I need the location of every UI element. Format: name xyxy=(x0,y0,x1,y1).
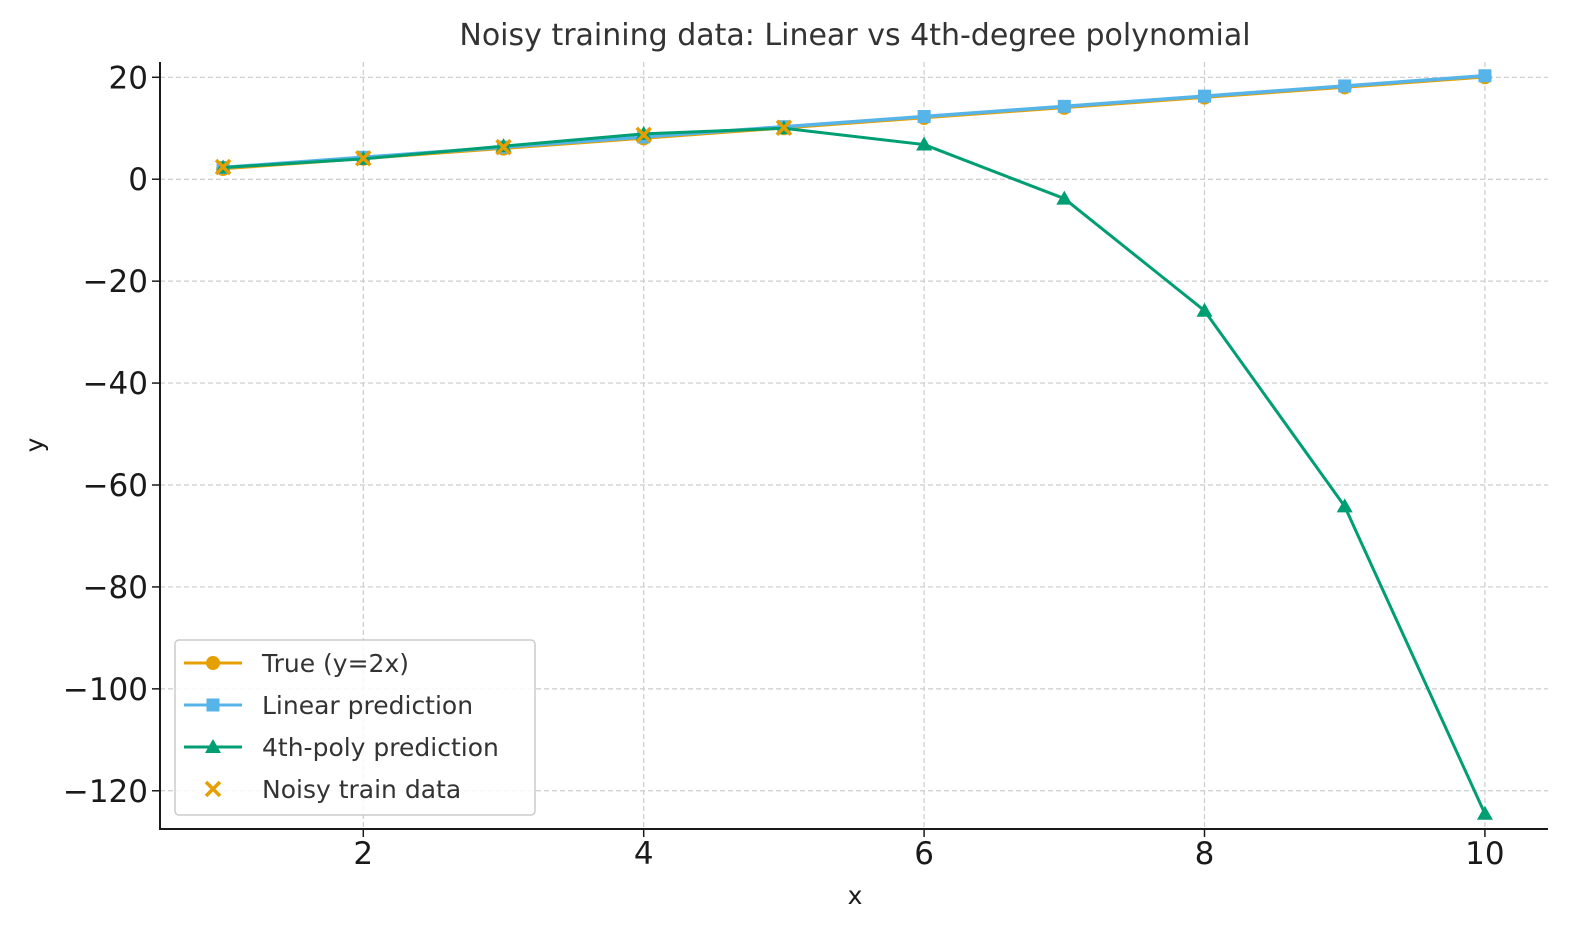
data-point xyxy=(495,138,512,156)
legend-label: Linear prediction xyxy=(262,691,473,720)
y-tick-label: −40 xyxy=(83,366,148,402)
series-line xyxy=(222,126,1487,815)
legend-box xyxy=(174,639,536,816)
y-axis-label: y xyxy=(20,437,49,452)
legend: True (y=2x) Linear prediction 4th-poly pre… xyxy=(174,639,536,816)
legend-entry: True (y=2x) xyxy=(184,649,409,678)
data-point xyxy=(1198,89,1212,103)
y-tick-label: −60 xyxy=(83,468,148,504)
data-point xyxy=(775,119,793,136)
x-tick-label: 4 xyxy=(634,836,654,872)
chart-title: Noisy training data: Linear vs 4th-degre… xyxy=(459,18,1250,53)
y-tick-label: −20 xyxy=(83,264,148,300)
legend-marker xyxy=(205,739,221,753)
legend-label: Noisy train data xyxy=(262,775,461,804)
data-point xyxy=(1056,190,1073,205)
x-tick-label: 10 xyxy=(1465,836,1504,872)
grid xyxy=(160,62,1548,829)
y-tick-label: −100 xyxy=(63,672,148,708)
legend-marker xyxy=(204,780,222,798)
y-tick-label: 0 xyxy=(128,162,148,198)
series xyxy=(214,69,1493,820)
legend-entry: 4th-poly prediction xyxy=(184,733,499,762)
data-point xyxy=(214,158,232,176)
data-point xyxy=(1338,79,1352,93)
data-point xyxy=(1196,302,1213,317)
series-4 xyxy=(214,119,793,176)
data-point xyxy=(917,110,931,124)
y-tick-label: 20 xyxy=(109,60,148,96)
y-tick-label: −80 xyxy=(83,570,148,606)
x-tick-label: 2 xyxy=(353,836,373,872)
y-tick-label: −120 xyxy=(63,774,148,810)
legend-marker xyxy=(206,698,220,712)
x-tick-label: 8 xyxy=(1195,836,1215,872)
axes xyxy=(159,62,1548,830)
x-axis-label: x xyxy=(848,881,863,910)
data-point xyxy=(1057,99,1071,113)
legend-label: True (y=2x) xyxy=(261,649,409,678)
data-point xyxy=(355,150,372,167)
data-point xyxy=(1478,69,1492,83)
data-point xyxy=(1476,805,1493,820)
legend-marker xyxy=(206,656,220,670)
data-point xyxy=(635,126,652,144)
legend-label: 4th-poly prediction xyxy=(262,733,499,762)
x-tick-label: 6 xyxy=(914,836,934,872)
series-2 xyxy=(216,69,1492,174)
legend-entry: Noisy train data xyxy=(204,775,461,804)
data-point xyxy=(916,136,933,151)
legend-entry: Linear prediction xyxy=(184,691,473,720)
ticks: 2 4 6 8 10 20 0 −20 −40 −60 −80 −100 −120 xyxy=(63,60,1505,872)
data-point xyxy=(1336,498,1353,513)
